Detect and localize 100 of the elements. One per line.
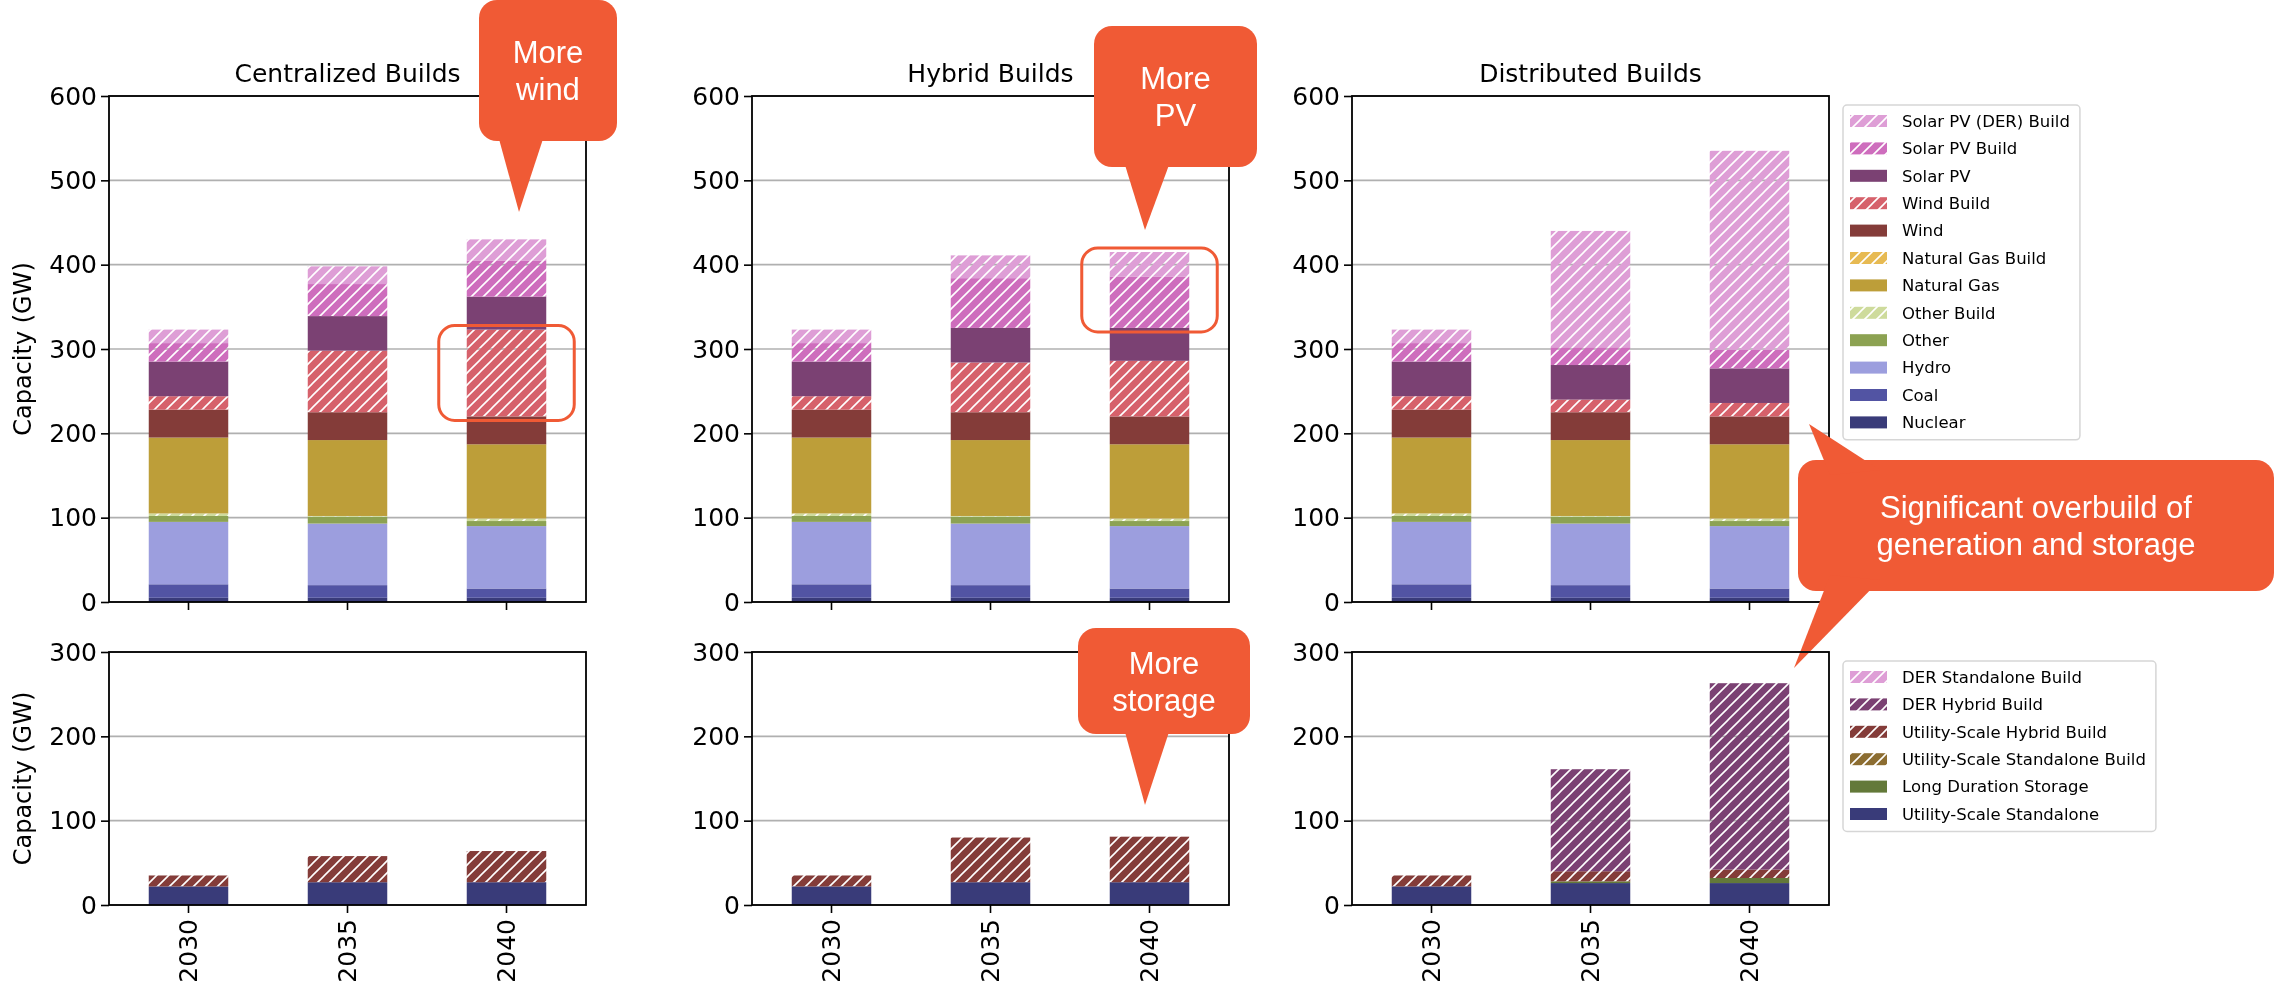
bar	[1550, 523, 1631, 586]
legend-label: Utility-Scale Standalone	[1902, 804, 2100, 824]
legend-label: Solar PV (DER) Build	[1902, 111, 2070, 131]
bar	[1391, 409, 1472, 438]
y-tick-label: 200	[692, 418, 740, 448]
y-tick-label: 400	[1292, 250, 1340, 280]
legend-label: DER Standalone Build	[1902, 667, 2082, 687]
y-tick-label: 500	[49, 165, 97, 195]
annotation: More wind	[512, 35, 584, 108]
bar	[1550, 585, 1631, 598]
y-tick-label: 500	[692, 165, 740, 195]
bar	[307, 585, 388, 598]
bar	[148, 361, 229, 397]
bar	[791, 584, 872, 598]
bar	[1391, 584, 1472, 598]
bar	[466, 588, 547, 598]
bar	[1109, 416, 1190, 445]
bar	[950, 278, 1031, 328]
bar	[1391, 396, 1472, 410]
y-tick-label: 500	[1292, 165, 1340, 195]
y-tick-label: 100	[1292, 806, 1340, 836]
legend-label: Other Build	[1902, 303, 1996, 323]
bar	[950, 516, 1031, 524]
y-axis-title: Capacity (GW)	[9, 262, 37, 436]
legend-label: DER Hybrid Build	[1902, 695, 2043, 715]
y-tick-label: 600	[1292, 81, 1340, 111]
bar	[950, 585, 1031, 598]
y-tick-label: 0	[1324, 587, 1340, 617]
x-tick-label: 2040	[1735, 919, 1765, 983]
bar	[1709, 878, 1790, 884]
y-axis-title: Capacity (GW)	[9, 691, 37, 866]
y-tick-label: 100	[49, 503, 97, 533]
y-tick-label: 300	[1292, 334, 1340, 364]
bar	[1709, 526, 1790, 589]
y-tick-label: 200	[1292, 418, 1340, 448]
bar	[307, 412, 388, 441]
bar	[791, 329, 872, 344]
bar	[791, 513, 872, 516]
y-tick-label: 600	[692, 81, 740, 111]
bar	[466, 444, 547, 519]
bar	[950, 837, 1031, 883]
bar	[1709, 869, 1790, 879]
bar	[466, 329, 547, 417]
bar	[791, 515, 872, 522]
chart-title: Centralized Builds	[234, 59, 461, 88]
bar	[1109, 327, 1190, 361]
bar	[950, 412, 1031, 441]
bar	[791, 361, 872, 397]
y-tick-label: 100	[692, 806, 740, 836]
bar	[1391, 437, 1472, 514]
bar	[950, 882, 1031, 905]
bar	[148, 343, 229, 362]
y-tick-label: 0	[1324, 890, 1340, 920]
y-tick-label: 100	[49, 806, 97, 836]
y-tick-label: 300	[49, 334, 97, 364]
x-tick-label: 2040	[1135, 919, 1165, 983]
x-tick-label: 2035	[333, 919, 363, 983]
bar	[307, 284, 388, 317]
y-tick-label: 400	[692, 250, 740, 280]
legend-label: Wind Build	[1902, 193, 1991, 213]
bar	[148, 521, 229, 585]
bar	[1550, 230, 1631, 348]
y-tick-label: 0	[724, 890, 740, 920]
y-tick-label: 200	[1292, 721, 1340, 751]
bar	[1391, 329, 1472, 344]
x-tick-label: 2030	[174, 919, 204, 983]
bar	[1391, 513, 1472, 516]
bar	[1109, 444, 1190, 519]
bar	[1391, 515, 1472, 522]
bar	[148, 584, 229, 598]
bar	[1109, 882, 1190, 905]
bar	[950, 327, 1031, 363]
bar	[791, 875, 872, 887]
bar	[307, 316, 388, 351]
bar	[1550, 399, 1631, 413]
bar	[1109, 276, 1190, 328]
bar	[950, 255, 1031, 279]
bar	[1391, 343, 1472, 362]
bar	[148, 437, 229, 514]
bar	[791, 343, 872, 362]
bar	[1109, 360, 1190, 417]
y-tick-label: 600	[49, 81, 97, 111]
bar	[307, 523, 388, 586]
legend-label: Solar PV Build	[1902, 139, 2018, 159]
bar	[950, 362, 1031, 413]
y-tick-label: 100	[692, 503, 740, 533]
bar	[1109, 588, 1190, 598]
bar	[1550, 440, 1631, 516]
bar	[950, 523, 1031, 586]
x-tick-label: 2030	[817, 919, 847, 983]
legend-label: Solar PV	[1902, 166, 1972, 186]
bar	[1550, 769, 1631, 872]
bar	[307, 440, 388, 516]
legend-label: Long Duration Storage	[1902, 777, 2089, 797]
bar	[307, 266, 388, 285]
bar	[148, 515, 229, 522]
bar	[950, 440, 1031, 516]
legend-label: Nuclear	[1902, 413, 1966, 433]
bar	[1109, 836, 1190, 883]
bar	[1550, 516, 1631, 524]
